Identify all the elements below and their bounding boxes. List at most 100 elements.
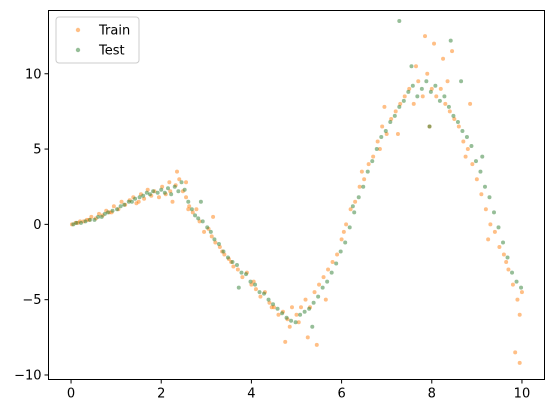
legend-marker-test — [75, 47, 81, 53]
point-test — [469, 144, 474, 149]
point-train — [289, 305, 294, 310]
point-train — [160, 184, 165, 189]
axes-frame — [48, 10, 545, 380]
point-test — [406, 89, 411, 94]
point-test — [155, 190, 160, 195]
x-tick-label: 6 — [337, 387, 345, 402]
point-test — [216, 241, 221, 246]
point-test — [519, 285, 524, 290]
point-train — [380, 124, 385, 129]
point-train — [202, 229, 207, 234]
point-train — [231, 264, 236, 269]
point-test — [311, 300, 316, 305]
point-test — [451, 113, 456, 118]
point-train — [492, 229, 497, 234]
point-test — [74, 220, 79, 225]
point-train — [156, 195, 161, 200]
point-test — [325, 279, 330, 284]
point-test — [239, 270, 244, 275]
point-train — [305, 335, 310, 340]
point-train — [393, 109, 398, 114]
point-test — [492, 210, 496, 215]
point-test — [284, 315, 289, 320]
point-test — [280, 311, 285, 316]
point-train — [434, 94, 439, 99]
point-train — [441, 56, 446, 61]
point-test — [198, 199, 203, 204]
point-train — [407, 86, 412, 91]
point-test — [437, 98, 442, 103]
point-train — [468, 101, 473, 106]
point-train — [395, 132, 400, 136]
point-train — [501, 252, 506, 257]
point-train — [222, 252, 227, 257]
point-test — [510, 270, 515, 275]
x-tick-label: 0 — [67, 387, 75, 402]
point-test — [253, 282, 258, 287]
y-tick-label: −5 — [22, 293, 41, 308]
point-test — [428, 89, 433, 94]
point-train — [251, 279, 256, 284]
point-train — [488, 222, 493, 227]
point-test — [388, 119, 393, 124]
point-train — [413, 64, 418, 69]
point-test — [379, 135, 384, 140]
y-tick-label: −10 — [14, 368, 41, 383]
point-test — [159, 187, 164, 192]
point-train — [287, 324, 292, 329]
point-test — [275, 306, 280, 311]
point-test — [189, 207, 194, 212]
point-test — [196, 216, 201, 221]
point-test — [96, 214, 101, 219]
point-train — [326, 267, 331, 272]
point-train — [296, 320, 301, 325]
point-train — [258, 294, 263, 299]
point-test — [126, 199, 131, 204]
point-train — [452, 116, 457, 121]
point-test — [266, 297, 271, 302]
point-test — [78, 220, 83, 225]
point-train — [142, 196, 147, 201]
point-train — [461, 139, 466, 144]
point-test — [397, 19, 402, 24]
point-test — [115, 207, 120, 212]
point-train — [377, 147, 382, 152]
point-test — [347, 225, 352, 230]
point-train — [450, 49, 455, 54]
point-test — [316, 294, 321, 299]
point-test — [352, 210, 357, 215]
point-train — [510, 282, 515, 287]
point-train — [168, 189, 173, 194]
point-train — [136, 199, 141, 204]
point-test — [234, 263, 239, 268]
point-train — [303, 297, 308, 302]
point-train — [486, 237, 491, 242]
point-test — [122, 202, 127, 207]
point-train — [97, 211, 101, 216]
point-test — [334, 261, 339, 266]
point-test — [482, 184, 487, 189]
plot-area — [48, 10, 545, 380]
point-train — [362, 177, 367, 182]
series-train — [69, 34, 524, 365]
point-train — [357, 184, 362, 189]
point-train — [89, 214, 94, 219]
point-train — [423, 34, 428, 39]
point-test — [230, 260, 235, 265]
point-test — [350, 204, 355, 209]
point-test — [172, 184, 177, 189]
point-test — [151, 189, 156, 194]
point-test — [162, 190, 167, 195]
legend: Train Test — [55, 16, 140, 64]
point-test — [505, 255, 510, 260]
point-test — [200, 219, 205, 224]
point-test — [480, 154, 485, 159]
point-train — [359, 169, 364, 174]
point-test — [473, 159, 478, 164]
point-test — [392, 113, 397, 118]
point-train — [420, 94, 425, 99]
point-test — [320, 285, 325, 290]
point-test — [141, 193, 146, 198]
point-train — [111, 204, 116, 209]
point-test — [427, 124, 432, 129]
